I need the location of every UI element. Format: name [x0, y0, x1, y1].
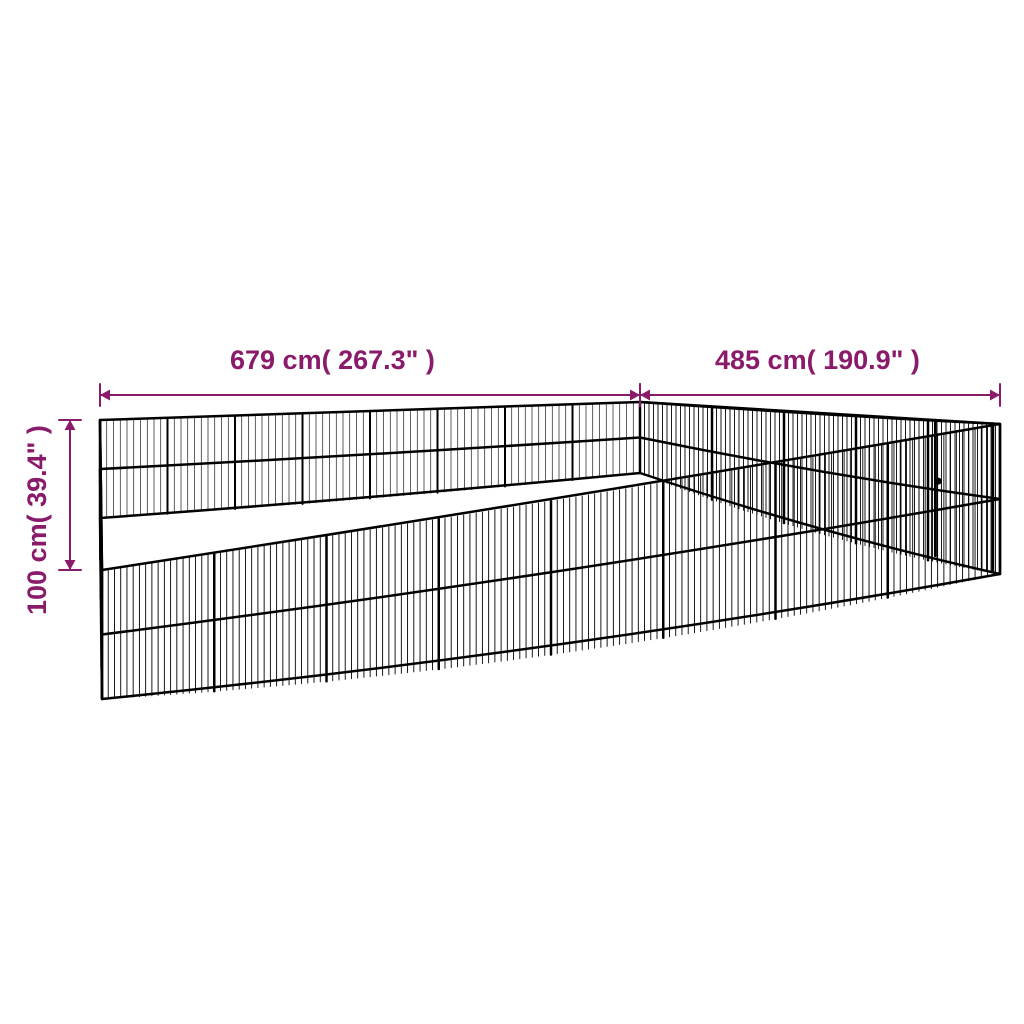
diagram-canvas: 100 cm( 39.4" ) 679 cm( 267.3" ) 485 cm(… [0, 0, 1024, 1024]
kennel-drawing [0, 0, 1024, 1024]
